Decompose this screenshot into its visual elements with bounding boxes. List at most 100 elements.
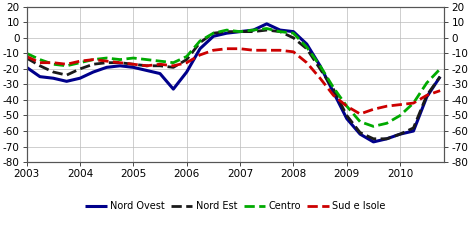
Nord Est [397,133,403,136]
Nord Est [357,131,363,134]
Sud e Isole [264,49,269,52]
Nord Ovest [184,71,189,74]
Nord Est [117,61,123,64]
Centro [197,39,203,42]
Sud e Isole [384,105,390,108]
Sud e Isole [37,61,43,64]
Centro [424,81,430,84]
Centro [344,105,349,108]
Centro [157,60,163,63]
Line: Nord Est: Nord Est [26,30,440,139]
Nord Est [384,137,390,140]
Sud e Isole [291,50,296,53]
Nord Ovest [144,69,149,72]
Centro [237,30,243,33]
Sud e Isole [90,58,96,61]
Centro [77,61,83,64]
Nord Ovest [90,71,96,74]
Sud e Isole [77,60,83,63]
Nord Est [264,29,269,31]
Centro [317,64,323,67]
Nord Est [77,67,83,70]
Sud e Isole [157,63,163,66]
Nord Ovest [50,77,56,80]
Centro [104,57,109,60]
Sud e Isole [411,102,416,105]
Nord Ovest [197,47,203,50]
Sud e Isole [371,108,376,111]
Line: Centro: Centro [26,29,440,126]
Sud e Isole [184,61,189,64]
Nord Est [50,71,56,74]
Sud e Isole [64,63,69,66]
Centro [130,57,136,60]
Nord Est [224,30,229,33]
Nord Est [331,88,336,91]
Nord Ovest [64,80,69,83]
Nord Est [411,126,416,129]
Sud e Isole [171,64,176,67]
Centro [437,67,443,70]
Nord Ovest [157,72,163,75]
Nord Ovest [37,75,43,78]
Nord Ovest [171,88,176,91]
Nord Est [24,57,29,60]
Sud e Isole [317,77,323,80]
Sud e Isole [197,53,203,56]
Nord Est [197,41,203,44]
Nord Est [90,63,96,66]
Centro [37,58,43,61]
Nord Est [157,64,163,67]
Nord Ovest [371,140,376,143]
Sud e Isole [397,103,403,106]
Nord Est [64,74,69,77]
Nord Ovest [104,66,109,69]
Nord Ovest [211,35,216,38]
Centro [357,120,363,123]
Nord Ovest [344,117,349,120]
Centro [397,114,403,117]
Sud e Isole [304,61,309,64]
Nord Est [37,64,43,67]
Nord Ovest [24,66,29,69]
Nord Est [291,36,296,39]
Nord Ovest [264,22,269,25]
Nord Ovest [251,29,256,31]
Nord Est [371,137,376,140]
Centro [50,63,56,66]
Centro [90,58,96,61]
Centro [331,86,336,89]
Sud e Isole [344,105,349,108]
Sud e Isole [424,94,430,97]
Sud e Isole [104,60,109,63]
Nord Ovest [291,30,296,33]
Nord Est [237,30,243,33]
Centro [291,32,296,35]
Centro [264,27,269,30]
Nord Est [277,30,283,33]
Nord Est [251,30,256,33]
Nord Ovest [130,66,136,69]
Centro [384,122,390,125]
Centro [117,58,123,61]
Line: Nord Ovest: Nord Ovest [26,24,440,142]
Sud e Isole [50,61,56,64]
Sud e Isole [117,61,123,64]
Nord Est [424,94,430,97]
Centro [277,30,283,33]
Sud e Isole [130,63,136,66]
Sud e Isole [224,47,229,50]
Nord Ovest [224,32,229,35]
Nord Est [171,66,176,69]
Centro [371,125,376,128]
Nord Ovest [317,64,323,67]
Nord Est [144,64,149,67]
Nord Ovest [77,77,83,80]
Nord Ovest [437,75,443,78]
Nord Ovest [424,95,430,98]
Nord Est [130,63,136,66]
Centro [411,102,416,105]
Nord Ovest [304,43,309,46]
Nord Est [437,75,443,78]
Centro [211,32,216,35]
